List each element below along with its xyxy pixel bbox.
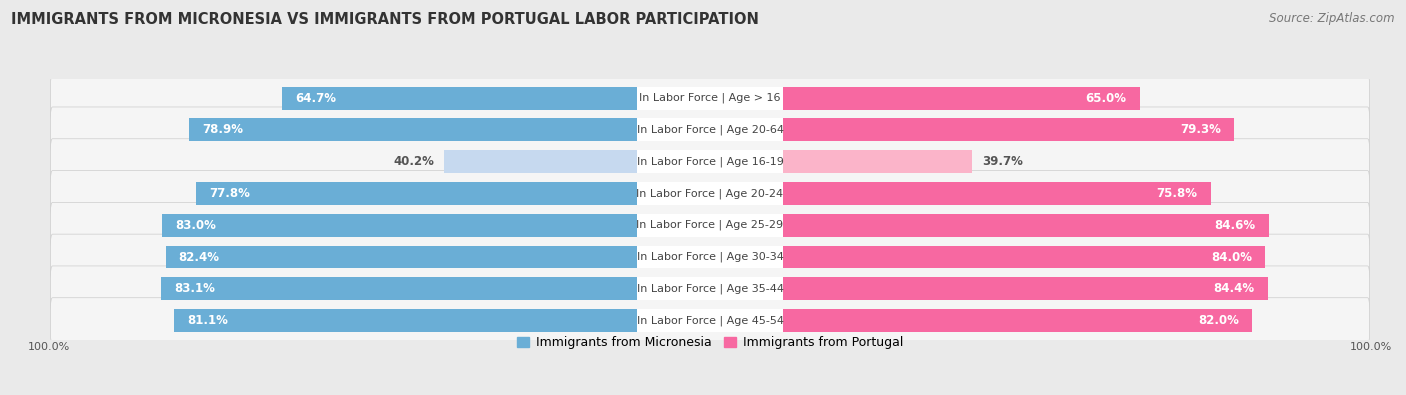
Text: In Labor Force | Age 20-64: In Labor Force | Age 20-64 [637,124,783,135]
Bar [444,150,710,173]
Bar [710,87,1139,109]
FancyBboxPatch shape [51,298,1369,344]
Bar [637,150,783,173]
Bar [188,118,710,141]
Text: 84.6%: 84.6% [1215,219,1256,232]
Bar [710,150,973,173]
Text: In Labor Force | Age > 16: In Labor Force | Age > 16 [640,93,780,103]
Bar [637,118,783,141]
Text: 40.2%: 40.2% [394,155,434,168]
FancyBboxPatch shape [51,75,1369,121]
Text: In Labor Force | Age 20-24: In Labor Force | Age 20-24 [637,188,783,199]
Text: In Labor Force | Age 35-44: In Labor Force | Age 35-44 [637,284,783,294]
Text: In Labor Force | Age 25-29: In Labor Force | Age 25-29 [637,220,783,231]
Text: 84.0%: 84.0% [1211,250,1251,263]
Text: In Labor Force | Age 30-34: In Labor Force | Age 30-34 [637,252,783,262]
Text: 83.1%: 83.1% [174,282,215,295]
Bar [637,246,783,269]
Bar [710,277,1268,300]
FancyBboxPatch shape [51,139,1369,184]
Text: 79.3%: 79.3% [1180,123,1220,136]
Text: IMMIGRANTS FROM MICRONESIA VS IMMIGRANTS FROM PORTUGAL LABOR PARTICIPATION: IMMIGRANTS FROM MICRONESIA VS IMMIGRANTS… [11,12,759,27]
Bar [710,214,1270,237]
FancyBboxPatch shape [51,234,1369,280]
Bar [174,309,710,332]
Text: 65.0%: 65.0% [1085,92,1126,105]
Text: 78.9%: 78.9% [202,123,243,136]
Bar [283,87,710,109]
Bar [637,277,783,300]
Bar [637,214,783,237]
Text: In Labor Force | Age 45-54: In Labor Force | Age 45-54 [637,315,783,326]
Text: 82.0%: 82.0% [1198,314,1239,327]
Bar [160,277,710,300]
Bar [637,87,783,109]
Bar [195,182,710,205]
FancyBboxPatch shape [51,202,1369,248]
Text: 82.4%: 82.4% [179,250,219,263]
Bar [710,118,1234,141]
FancyBboxPatch shape [51,266,1369,312]
Text: 75.8%: 75.8% [1157,187,1198,200]
Legend: Immigrants from Micronesia, Immigrants from Portugal: Immigrants from Micronesia, Immigrants f… [517,336,903,349]
Text: 81.1%: 81.1% [187,314,228,327]
Text: Source: ZipAtlas.com: Source: ZipAtlas.com [1270,12,1395,25]
FancyBboxPatch shape [51,107,1369,153]
Bar [710,309,1251,332]
Bar [637,309,783,332]
Bar [166,246,710,269]
Bar [710,246,1265,269]
Text: In Labor Force | Age 16-19: In Labor Force | Age 16-19 [637,156,783,167]
Text: 64.7%: 64.7% [295,92,336,105]
FancyBboxPatch shape [51,171,1369,216]
Bar [637,182,783,205]
Text: 83.0%: 83.0% [174,219,215,232]
Text: 84.4%: 84.4% [1213,282,1254,295]
Text: 39.7%: 39.7% [983,155,1024,168]
Bar [162,214,710,237]
Text: 77.8%: 77.8% [209,187,250,200]
Bar [710,182,1211,205]
